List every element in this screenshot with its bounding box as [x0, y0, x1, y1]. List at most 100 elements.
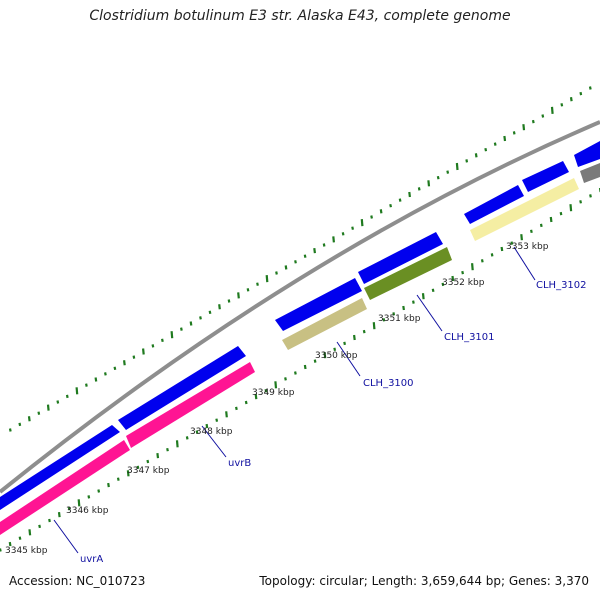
- gc-tick: [550, 106, 554, 114]
- outer-gc-ticks: [8, 86, 592, 432]
- gc-tick: [27, 416, 31, 422]
- gc-tick: [185, 436, 189, 440]
- rna-feature: [580, 163, 600, 183]
- reverse-strand-features: [0, 163, 600, 535]
- gene-feature-clh3100: [282, 298, 367, 350]
- inner-gc-ticks: [0, 188, 600, 552]
- gc-tick: [264, 388, 268, 393]
- gc-tick: [97, 489, 101, 493]
- gene-label-connectors: [53, 246, 536, 554]
- gene-labels: uvrA uvrB CLH_3100 CLH_3101 CLH_3102: [80, 280, 587, 565]
- gc-tick: [180, 327, 183, 331]
- gc-tick: [412, 300, 415, 304]
- gc-tick: [75, 387, 79, 395]
- connector-uvra: [53, 519, 79, 554]
- gene-label-uvrb: uvrB: [228, 458, 251, 469]
- kbp-label: 3352 kbp: [442, 278, 485, 288]
- gc-tick: [136, 465, 140, 470]
- gc-tick: [461, 270, 464, 275]
- gene-feature-clh3101: [364, 247, 452, 300]
- gc-tick: [431, 288, 435, 293]
- gc-tick: [284, 265, 288, 270]
- gc-tick: [520, 234, 523, 241]
- gc-tick: [205, 423, 209, 429]
- gc-tick: [166, 447, 169, 452]
- gc-tick: [503, 135, 507, 142]
- gc-tick: [265, 275, 269, 283]
- gc-tick: [142, 348, 145, 355]
- gc-tick: [28, 529, 32, 536]
- gc-tick: [275, 271, 278, 275]
- gc-tick: [370, 215, 373, 219]
- kbp-label: 3348 kbp: [190, 427, 233, 437]
- gc-tick: [87, 495, 91, 499]
- gc-tick: [588, 86, 592, 90]
- gene-label-clh3101: CLH_3101: [444, 332, 495, 343]
- connector-clh3100: [336, 341, 361, 377]
- genome-title: Clostridium botulinum E3 str. Alaska E43…: [89, 8, 511, 24]
- forward-feature: [358, 232, 443, 284]
- gene-label-clh3102: CLH_3102: [536, 280, 587, 291]
- gc-tick: [332, 236, 335, 243]
- gc-tick: [389, 203, 392, 208]
- forward-strand-features: [0, 141, 600, 510]
- gc-tick: [490, 253, 494, 257]
- gc-tick: [343, 341, 346, 346]
- gc-tick: [480, 259, 484, 263]
- accession-text: Accession: NC_010723: [9, 574, 146, 588]
- gc-tick: [38, 524, 41, 529]
- gc-tick: [569, 97, 573, 102]
- gc-tick: [541, 114, 545, 118]
- gc-tick: [104, 372, 107, 376]
- gc-tick: [322, 243, 326, 247]
- connector-clh3102: [513, 246, 536, 281]
- gc-tick: [116, 477, 120, 481]
- gc-tick: [522, 124, 526, 131]
- gc-tick: [303, 254, 307, 258]
- gene-feature-uvrb: [126, 362, 255, 448]
- forward-feature: [0, 425, 120, 510]
- forward-feature: [522, 161, 569, 192]
- genome-backbone: [0, 120, 600, 494]
- gc-tick: [225, 411, 228, 418]
- gc-tick: [512, 131, 516, 135]
- gc-tick: [113, 366, 117, 371]
- gc-tick: [294, 260, 297, 264]
- gc-tick: [77, 499, 81, 507]
- gc-tick: [156, 452, 160, 459]
- forward-feature: [574, 141, 600, 167]
- forward-feature: [464, 185, 524, 224]
- gc-tick: [455, 162, 459, 171]
- forward-feature: [118, 346, 246, 430]
- gc-tick: [123, 360, 126, 366]
- gc-tick: [323, 352, 327, 359]
- gc-tick: [227, 299, 231, 303]
- gc-tick: [294, 371, 297, 375]
- gc-tick: [235, 406, 238, 411]
- gc-tick: [398, 198, 402, 202]
- connector-uvrb: [201, 425, 227, 458]
- gc-tick: [18, 422, 22, 427]
- gc-tick: [107, 482, 110, 488]
- gc-tick: [170, 331, 174, 339]
- gc-tick: [175, 440, 179, 448]
- gc-tick: [218, 304, 221, 310]
- gc-tick: [274, 381, 278, 389]
- gc-tick: [8, 541, 12, 547]
- gene-feature-clh3102: [470, 178, 579, 241]
- gc-tick: [351, 226, 354, 230]
- gc-tick: [493, 142, 497, 146]
- gc-tick: [208, 310, 212, 315]
- gc-tick: [94, 377, 98, 382]
- gc-tick: [132, 355, 136, 359]
- gene-label-clh3100: CLH_3100: [363, 378, 414, 389]
- gc-tick: [427, 180, 431, 187]
- gc-tick: [408, 191, 411, 198]
- gc-tick: [446, 170, 450, 174]
- gc-tick: [500, 246, 504, 252]
- gc-tick: [569, 204, 573, 212]
- gc-tick: [199, 316, 202, 320]
- gc-tick: [146, 459, 150, 464]
